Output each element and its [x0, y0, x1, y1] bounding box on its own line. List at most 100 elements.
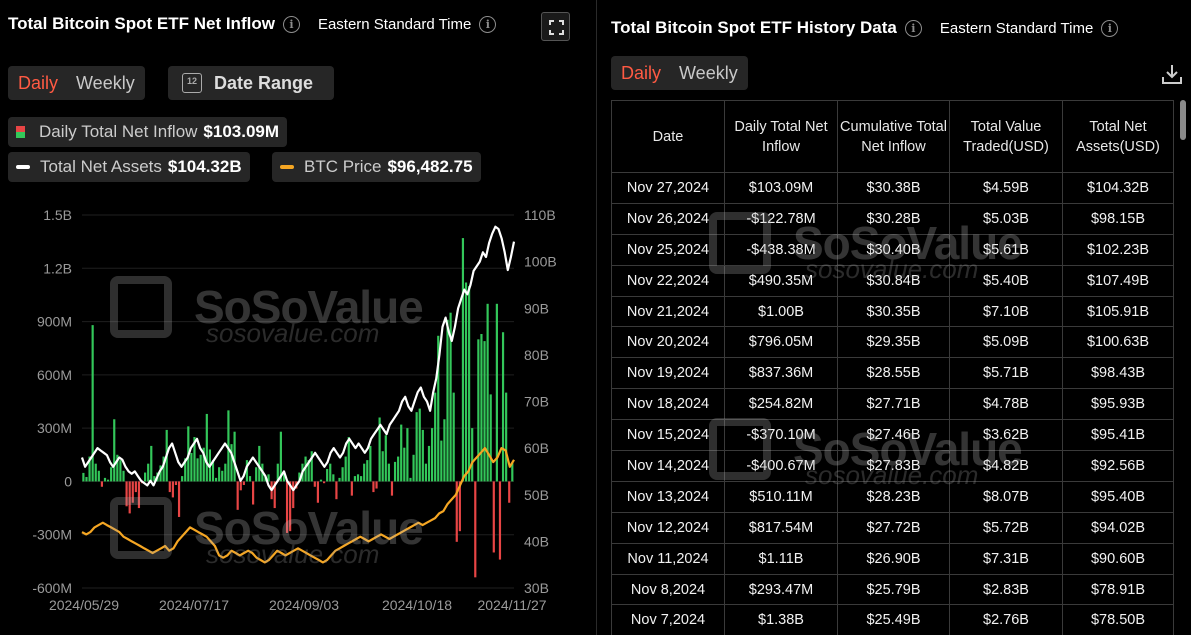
history-panel: Total Bitcoin Spot ETF History Data i Ea… [597, 0, 1191, 635]
table-row[interactable]: Nov 26,2024 -$122.78M $30.28B $5.03B $98.15B [611, 203, 1174, 235]
timezone-info-icon[interactable]: i [1101, 19, 1119, 37]
y-tick-label-right: 80B [524, 347, 549, 363]
tab-weekly[interactable]: Weekly [76, 72, 135, 93]
inflow-bar [397, 456, 400, 482]
y-tick-label-left: 1.2B [43, 260, 72, 276]
inflow-bar [316, 481, 319, 503]
inflow-bar [131, 481, 134, 503]
inflow-bar [147, 463, 150, 482]
row-date: Nov 7,2024 [611, 604, 725, 635]
history-tab-weekly[interactable]: Weekly [679, 62, 738, 83]
table-row[interactable]: Nov 19,2024 $837.36M $28.55B $5.71B $98.43B [611, 357, 1174, 390]
fullscreen-icon[interactable] [541, 12, 570, 41]
inflow-bar [252, 481, 255, 505]
row-inflow: $1.00B [724, 296, 838, 328]
inflow-bar [338, 477, 341, 482]
legend-inflow[interactable]: Daily Total Net Inflow $103.09M [8, 117, 288, 147]
info-icon[interactable]: i [282, 15, 300, 33]
download-icon[interactable] [1161, 62, 1183, 86]
table-row[interactable]: Nov 25,2024 -$438.38M $30.40B $5.61B $102.23… [611, 234, 1174, 266]
table-row[interactable]: Nov 14,2024 -$400.67M $27.83B $4.82B $92.56B [611, 450, 1174, 482]
inflow-chart[interactable]: 1.5B 1.2B 900M 600M 300M 0 -300M -600M 110B 100B 9… [0, 195, 580, 635]
row-cumulative: $25.79B [837, 574, 950, 606]
inflow-bar [227, 410, 230, 482]
inflow-bar [211, 460, 215, 482]
inflow-bar [322, 481, 326, 484]
legend-assets[interactable]: Total Net Assets $104.32B [8, 152, 250, 182]
table-row[interactable]: Nov 12,2024 $817.54M $27.72B $5.72B $94.02B [611, 512, 1174, 544]
row-inflow: $510.11M [724, 481, 838, 513]
row-cumulative: $30.35B [837, 296, 950, 328]
inflow-bar [125, 481, 128, 507]
row-date: Nov 13,2024 [611, 481, 725, 513]
inflow-bar [409, 477, 412, 482]
table-row[interactable]: Nov 7,2024 $1.38B $25.49B $2.76B $78.50B [611, 604, 1174, 635]
y-tick-label-left: 300M [37, 420, 72, 436]
table-row[interactable]: Nov 22,2024 $490.35M $30.84B $5.40B $107.49B [611, 265, 1174, 297]
timezone-info-icon[interactable]: i [479, 15, 497, 33]
table-row[interactable]: Nov 8,2024 $293.47M $25.79B $2.83B $78.91B [611, 574, 1174, 606]
inflow-bar [350, 481, 353, 496]
inflow-bar [153, 476, 156, 482]
row-traded: $5.72B [949, 512, 1063, 544]
inflow-bar [400, 424, 403, 482]
table-row[interactable]: Nov 13,2024 $510.11M $28.23B $8.07B $95.40B [611, 481, 1174, 513]
row-assets: $98.43B [1062, 357, 1174, 390]
inflow-bar [319, 479, 323, 482]
table-scrollbar[interactable] [1180, 100, 1186, 140]
row-traded: $2.76B [949, 604, 1063, 635]
inflow-chart-panel: Total Bitcoin Spot ETF Net Inflow i East… [0, 0, 580, 635]
history-period-toggle: Daily Weekly [611, 56, 748, 90]
col-value-traded[interactable]: Total Value Traded(USD) [949, 100, 1063, 173]
row-traded: $5.40B [949, 265, 1063, 297]
inflow-bar [94, 463, 97, 482]
inflow-bar [360, 476, 363, 482]
y-tick-label-right: 70B [524, 394, 549, 410]
inflow-bar [119, 460, 122, 482]
table-row[interactable]: Nov 11,2024 $1.11B $26.90B $7.31B $90.60B [611, 543, 1174, 575]
row-inflow: $796.05M [724, 326, 838, 359]
history-tab-daily[interactable]: Daily [621, 62, 662, 83]
col-daily-inflow[interactable]: Daily Total Net Inflow [724, 100, 838, 173]
inflow-bar [366, 460, 369, 482]
tab-daily[interactable]: Daily [18, 72, 59, 93]
inflow-bar [242, 481, 245, 485]
inflow-bar [144, 472, 147, 482]
inflow-bar [329, 463, 332, 482]
table-row[interactable]: Nov 18,2024 $254.82M $27.71B $4.78B $95.93B [611, 388, 1174, 421]
col-net-assets[interactable]: Total Net Assets(USD) [1062, 100, 1174, 173]
row-cumulative: $27.71B [837, 388, 950, 421]
inflow-bar [384, 435, 387, 482]
info-icon[interactable]: i [904, 19, 922, 37]
inflow-bar [134, 481, 137, 493]
x-tick-label: 2024/09/03 [269, 597, 339, 613]
inflow-bar [190, 453, 193, 482]
history-timezone-label: Eastern Standard Time [939, 19, 1094, 37]
table-row[interactable]: Nov 27,2024 $103.09M $30.38B $4.59B $104.32B [611, 172, 1174, 204]
inflow-bar [440, 440, 443, 482]
row-traded: $4.78B [949, 388, 1063, 421]
col-cumulative-inflow[interactable]: Cumulative Total Net Inflow [837, 100, 950, 173]
row-traded: $4.82B [949, 450, 1063, 482]
inflow-bar [122, 470, 125, 482]
row-inflow: -$438.38M [724, 234, 838, 266]
table-row[interactable]: Nov 21,2024 $1.00B $30.35B $7.10B $105.91B [611, 296, 1174, 328]
inflow-bar [393, 461, 397, 482]
inflow-bar [415, 412, 418, 482]
col-date[interactable]: Date [611, 100, 725, 173]
inflow-bar [82, 472, 85, 482]
inflow-bar [403, 447, 406, 482]
inflow-bar [477, 339, 480, 482]
table-row[interactable]: Nov 15,2024 -$370.10M $27.46B $3.62B $95.41B [611, 419, 1174, 452]
row-traded: $5.03B [949, 203, 1063, 235]
table-row[interactable]: Nov 20,2024 $796.05M $29.35B $5.09B $100.63B [611, 326, 1174, 359]
row-cumulative: $26.90B [837, 543, 950, 575]
inflow-bar [267, 474, 270, 482]
inflow-bar [480, 334, 483, 482]
date-range-button[interactable]: 12 Date Range [168, 66, 334, 100]
btc-price-line [81, 447, 515, 564]
legend-btc[interactable]: BTC Price $96,482.75 [272, 152, 481, 182]
inflow-bar [356, 474, 360, 482]
row-date: Nov 15,2024 [611, 419, 725, 452]
row-assets: $78.50B [1062, 604, 1174, 635]
